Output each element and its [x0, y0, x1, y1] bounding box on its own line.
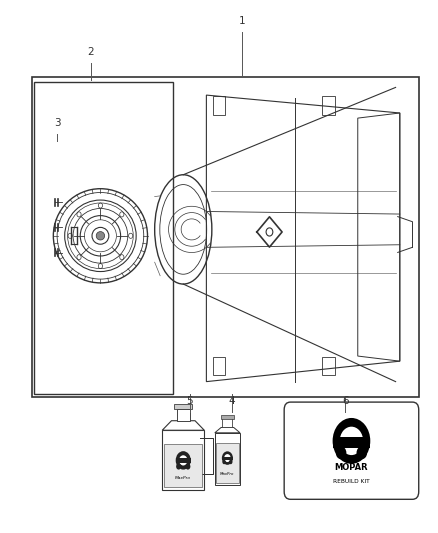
- Circle shape: [224, 454, 231, 462]
- Text: REBUILD KIT: REBUILD KIT: [333, 479, 370, 484]
- Circle shape: [336, 446, 346, 459]
- Circle shape: [176, 464, 181, 470]
- Bar: [174, 404, 192, 409]
- Circle shape: [332, 418, 370, 464]
- Circle shape: [357, 446, 367, 459]
- Bar: [322, 357, 335, 375]
- Bar: [213, 357, 225, 375]
- Bar: [32, 77, 419, 397]
- Text: MOPAR: MOPAR: [335, 463, 368, 472]
- Text: 3: 3: [54, 118, 60, 128]
- Circle shape: [223, 460, 226, 464]
- Bar: [177, 409, 190, 421]
- Text: MaxPro: MaxPro: [175, 476, 191, 480]
- Text: 1: 1: [239, 16, 245, 26]
- Polygon shape: [215, 427, 240, 433]
- Circle shape: [179, 455, 187, 465]
- Bar: [221, 415, 234, 419]
- Text: MaxPro: MaxPro: [220, 472, 235, 476]
- Circle shape: [229, 460, 233, 464]
- Text: 4: 4: [228, 395, 235, 406]
- Circle shape: [185, 464, 191, 470]
- Circle shape: [222, 451, 233, 465]
- Bar: [222, 457, 233, 460]
- Bar: [216, 443, 239, 483]
- Bar: [162, 430, 204, 490]
- Ellipse shape: [96, 232, 105, 240]
- Bar: [176, 458, 191, 464]
- Bar: [213, 96, 225, 115]
- Bar: [322, 96, 335, 115]
- Bar: [34, 82, 173, 394]
- Polygon shape: [162, 421, 204, 430]
- Circle shape: [176, 451, 191, 470]
- Text: 2: 2: [88, 47, 94, 56]
- FancyBboxPatch shape: [284, 402, 419, 499]
- Bar: [164, 443, 202, 487]
- Bar: [332, 438, 370, 448]
- Bar: [223, 418, 233, 427]
- Circle shape: [340, 427, 363, 455]
- Text: 5: 5: [186, 395, 193, 406]
- Text: 6: 6: [342, 395, 349, 406]
- Bar: [215, 433, 240, 484]
